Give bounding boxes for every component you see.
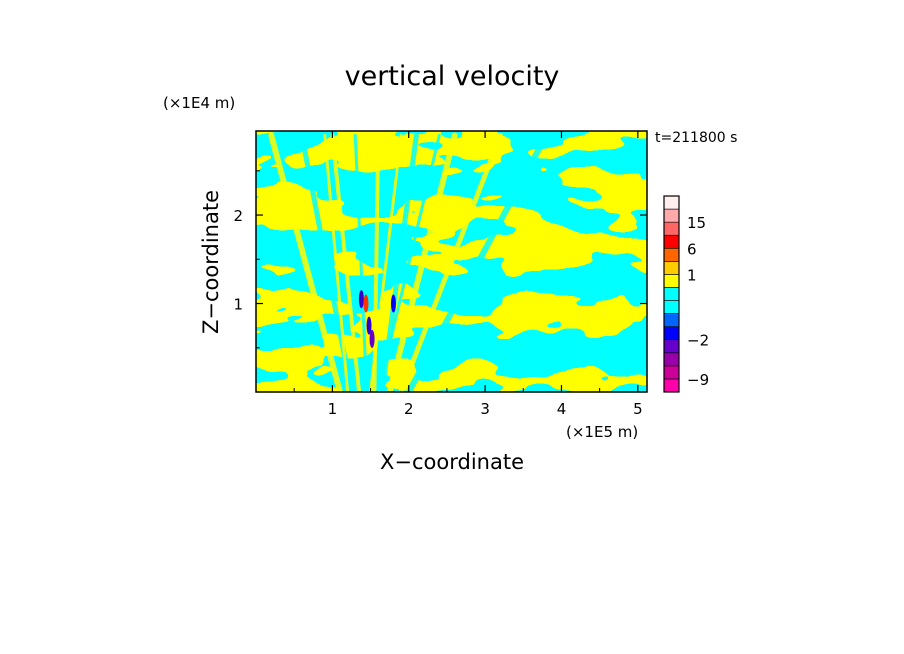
colorbar-label: 6 — [687, 240, 697, 258]
plot-frame — [255, 130, 648, 393]
plume-streak — [323, 133, 350, 392]
colorbar-segment — [663, 195, 680, 210]
velocity-core — [363, 294, 369, 313]
x-tick-label: 3 — [480, 400, 490, 418]
y-unit-label: (×1E4 m) — [163, 94, 235, 112]
colorbar-segment — [663, 221, 680, 236]
contour-field — [256, 131, 647, 392]
y-tick-label: 1 — [233, 296, 243, 314]
plume-streak — [405, 132, 550, 392]
colorbar-segment — [663, 352, 680, 367]
x-tick-label: 4 — [557, 400, 567, 418]
chart-title: vertical velocity — [345, 61, 560, 92]
colorbar-label: 1 — [687, 266, 697, 284]
x-axis-label: X−coordinate — [380, 450, 524, 474]
colorbar-segment — [663, 300, 680, 314]
colorbar-segment — [663, 261, 680, 275]
plume-streak — [268, 132, 344, 392]
velocity-core — [390, 294, 396, 313]
plume-streaks — [268, 132, 550, 392]
y-axis-label: Z−coordinate — [199, 190, 223, 334]
colorbar-segment — [663, 313, 680, 327]
x-unit-label: (×1E5 m) — [566, 423, 638, 441]
plume-streak — [369, 133, 403, 392]
plume-streak — [353, 133, 369, 392]
velocity-core — [369, 329, 375, 348]
colorbar-segment — [663, 365, 680, 380]
colorbar: 15 6 1 −2 −9 — [663, 195, 709, 393]
colorbar-segment — [663, 287, 680, 301]
colorbar-label: −9 — [687, 371, 709, 389]
plume-streak — [386, 132, 458, 392]
velocity-core — [358, 290, 364, 309]
colorbar-label: 15 — [687, 214, 706, 232]
y-ticks: 12 — [233, 170, 647, 349]
x-tick-label: 2 — [404, 400, 414, 418]
colorbar-segment — [663, 339, 680, 354]
colorbar-label: −2 — [687, 332, 709, 350]
x-tick-label: 5 — [633, 400, 643, 418]
colorbar-segment — [663, 326, 680, 341]
x-tick-label: 1 — [328, 400, 338, 418]
plume-streak — [330, 133, 362, 392]
colorbar-segment — [663, 274, 680, 288]
time-label: t=211800 s — [655, 130, 737, 146]
colorbar-segment — [663, 234, 680, 249]
colorbar-frame — [663, 195, 680, 393]
colorbar-segment — [663, 378, 680, 393]
x-ticks: 1 2 3 4 5 — [293, 131, 643, 418]
y-tick-label: 2 — [233, 207, 243, 225]
plume-streak — [398, 132, 503, 392]
plume-streak — [376, 133, 441, 392]
colorbar-segment — [663, 247, 680, 262]
colorbar-segment — [663, 208, 680, 223]
velocity-core — [366, 316, 372, 335]
